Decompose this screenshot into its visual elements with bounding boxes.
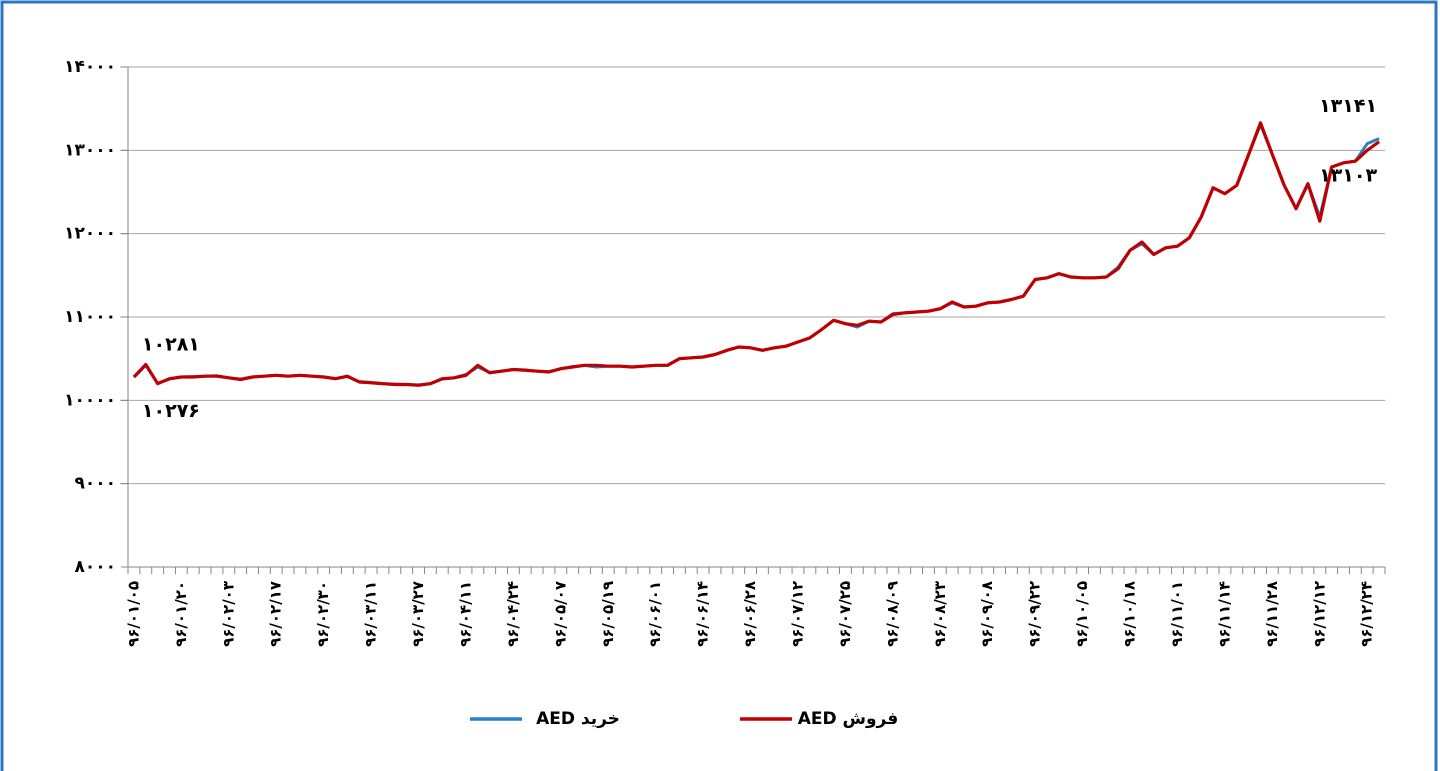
- x-tick-label: ۹۶/۰۵/۰۷: [551, 581, 569, 647]
- data-label: ۱۳۱۰۳: [1319, 164, 1377, 186]
- x-tick-label: ۹۶/۰۸/۰۹: [883, 581, 901, 647]
- x-tick-label: ۹۶/۰۸/۲۳: [931, 581, 949, 647]
- x-tick-label: ۹۶/۰۶/۱۴: [694, 581, 712, 647]
- x-tick-label: ۹۶/۱۱/۰۱: [1168, 581, 1186, 647]
- legend-label: خرید AED: [536, 709, 620, 729]
- y-tick-label: ۱۱۰۰۰: [64, 307, 116, 327]
- x-tick-label: ۹۶/۰۷/۱۲: [789, 581, 807, 647]
- y-tick-label: ۱۲۰۰۰: [64, 224, 116, 244]
- x-tick-label: ۹۶/۰۶/۰۱: [646, 581, 664, 647]
- x-tick-label: ۹۶/۰۳/۱۱: [362, 581, 380, 647]
- x-tick-label: ۹۶/۰۵/۱۹: [599, 581, 617, 647]
- x-tick-label: ۹۶/۰۴/۲۴: [504, 581, 522, 647]
- y-tick-label: ۱۴۰۰۰: [64, 57, 116, 77]
- x-tick-label: ۹۶/۰۱/۲۰: [172, 581, 190, 647]
- x-tick-label: ۹۶/۰۶/۲۸: [741, 581, 759, 647]
- x-tick-label: ۹۶/۱۱/۱۴: [1215, 581, 1233, 647]
- x-tick-label: ۹۶/۰۹/۰۸: [978, 581, 996, 647]
- data-label: ۱۰۲۸۱: [142, 333, 200, 355]
- x-tick-label: ۹۶/۰۱/۰۵: [124, 581, 142, 647]
- x-tick-label: ۹۶/۱۲/۱۲: [1310, 581, 1328, 647]
- x-tick-label: ۹۶/۰۲/۰۳: [219, 581, 237, 647]
- series-line: [132, 121, 1381, 387]
- x-tick-label: ۹۶/۱۰/۱۸: [1121, 581, 1139, 647]
- x-tick-label: ۹۶/۰۹/۲۲: [1026, 581, 1044, 647]
- x-tick-label: ۹۶/۰۷/۲۵: [836, 581, 854, 647]
- x-tick-label: ۹۶/۱۰/۰۵: [1073, 581, 1091, 647]
- x-tick-label: ۹۶/۰۲/۳۰: [314, 581, 332, 647]
- x-tick-label: ۹۶/۰۲/۱۷: [267, 581, 285, 647]
- x-tick-label: ۹۶/۰۳/۲۷: [409, 581, 427, 647]
- data-label: ۱۰۲۷۶: [142, 400, 200, 422]
- y-tick-label: ۱۳۰۰۰: [64, 140, 116, 160]
- series-line: [132, 123, 1380, 387]
- data-label: ۱۳۱۴۱: [1319, 95, 1377, 117]
- x-tick-label: ۹۶/۱۲/۲۴: [1358, 581, 1376, 647]
- x-tick-label: ۹۶/۰۴/۱۱: [456, 581, 474, 647]
- x-tick-label: ۹۶/۱۱/۲۸: [1263, 581, 1281, 647]
- y-tick-label: ۹۰۰۰: [74, 474, 116, 494]
- y-tick-label: ۱۰۰۰۰: [64, 390, 116, 410]
- y-tick-label: ۸۰۰۰: [74, 557, 116, 577]
- legend-label: فروش AED: [798, 709, 899, 729]
